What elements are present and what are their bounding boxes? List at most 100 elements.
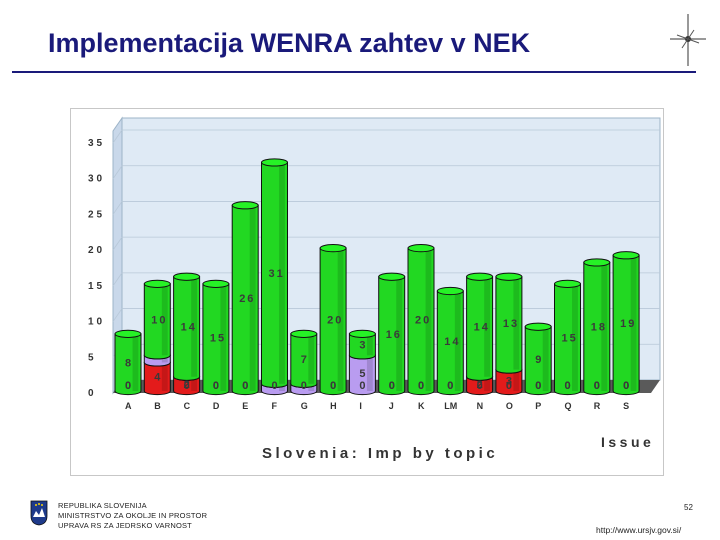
data-label: 0 (389, 380, 397, 392)
x-tick-label: G (301, 401, 308, 411)
green-segment-top (436, 286, 464, 296)
green-segment-top (261, 158, 288, 167)
x-tick-label: J (389, 401, 394, 411)
data-label: 13 (503, 318, 519, 330)
red-segment-shade (161, 362, 168, 391)
purple-segment-shade (366, 355, 373, 391)
data-label: 0 (242, 380, 250, 392)
red-segment-shade (513, 369, 520, 391)
data-label: 0 (623, 380, 631, 392)
y-tick-label: 10 (88, 317, 105, 328)
purple-segment-shade (308, 383, 315, 391)
data-label: 2 (184, 379, 192, 391)
green-segment-shade (542, 326, 549, 391)
x-tick-label: S (623, 401, 629, 411)
data-label: 0 (418, 380, 426, 392)
green-segment-top (378, 272, 406, 281)
gridline-side (112, 201, 123, 215)
data-label: 0 (535, 380, 543, 392)
green-segment-shade (484, 276, 490, 377)
ursjv-logo-icon (670, 14, 706, 66)
data-label: 10 (151, 315, 167, 327)
x-tick-label: F (272, 401, 278, 411)
data-label: 15 (562, 332, 578, 344)
green-segment-top (495, 272, 523, 281)
purple-segment-shade (161, 355, 168, 363)
green-segment-top (173, 272, 201, 281)
data-label: 31 (269, 268, 285, 280)
green-segment-top (612, 251, 640, 260)
y-tick-label: 15 (88, 281, 105, 292)
green-segment-shade (454, 291, 461, 391)
red-segment-shade (191, 376, 197, 391)
data-label: 26 (239, 293, 255, 305)
gridline-side (112, 308, 123, 322)
footer-line-3: UPRAVA RS ZA JEDRSKO VARNOST (58, 521, 192, 530)
gridline-side (112, 165, 123, 179)
footer-line-1: REPUBLIKA SLOVENIJA (58, 501, 147, 510)
data-label: 0 (359, 380, 367, 392)
data-label: 0 (594, 380, 602, 392)
gridline-side (112, 272, 123, 287)
x-tick-label: N (477, 401, 484, 411)
data-label: 0 (506, 380, 514, 392)
green-segment-shade (572, 283, 578, 391)
x-tick-label: K (418, 401, 425, 411)
y-tick-label: 30 (88, 174, 105, 185)
y-tick-label: 20 (88, 245, 105, 256)
bar-chart: 05101520253035008A410B2014C0015D0026E031… (88, 116, 661, 462)
green-segment-shade (279, 162, 285, 384)
green-segment-shade (513, 276, 520, 370)
data-label: 5 (359, 368, 367, 380)
data-label: 14 (181, 322, 197, 334)
gridline-side (112, 129, 123, 144)
green-segment-top (202, 279, 230, 288)
x-tick-label: D (213, 401, 220, 411)
y-tick-label: 5 (88, 352, 97, 363)
x-axis-label: Issue (601, 434, 654, 450)
green-segment-shade (161, 283, 168, 356)
x-tick-label: B (154, 401, 161, 411)
green-segment-top (143, 279, 171, 288)
data-label: 0 (125, 380, 133, 392)
data-label: 0 (447, 380, 455, 392)
data-label: 0 (330, 380, 338, 392)
y-tick-label: 25 (88, 209, 105, 220)
x-tick-label: C (184, 401, 191, 411)
data-label: 3 (359, 340, 367, 352)
data-label: 20 (327, 315, 343, 327)
gridline-side (112, 236, 123, 251)
data-label: 14 (474, 322, 490, 334)
data-label: 0 (565, 380, 573, 392)
chart-title: Slovenia: Imp by topic (262, 445, 498, 462)
data-label: 0 (242, 380, 250, 392)
green-segment-top (466, 272, 494, 281)
x-tick-label: LM (444, 401, 457, 411)
data-label: 9 (535, 354, 543, 366)
data-label: 0 (330, 380, 338, 392)
data-label: 0 (213, 380, 221, 392)
y-tick-label: 0 (88, 388, 97, 399)
green-segment-top (290, 329, 318, 338)
data-label: 0 (272, 380, 280, 392)
green-segment-shade (630, 255, 637, 391)
x-tick-label: Q (565, 401, 572, 411)
data-label: 0 (565, 380, 573, 392)
green-segment-shade (249, 205, 256, 391)
green-segment-top (231, 201, 259, 210)
data-label: 0 (623, 380, 631, 392)
slovenia-coat-of-arms-icon (30, 500, 48, 526)
green-segment-shade (191, 276, 197, 377)
x-tick-label: H (330, 401, 337, 411)
green-segment-top (524, 322, 552, 331)
data-label: 4 (154, 372, 162, 384)
x-tick-label: I (359, 401, 362, 411)
data-label: 0 (477, 380, 485, 392)
data-label: 0 (213, 380, 221, 392)
green-segment-top (554, 279, 581, 288)
x-tick-label: E (242, 401, 248, 411)
data-label: 15 (210, 332, 226, 344)
data-label: 3 (506, 375, 514, 387)
data-label: 18 (591, 322, 607, 334)
data-label: 0 (418, 380, 426, 392)
